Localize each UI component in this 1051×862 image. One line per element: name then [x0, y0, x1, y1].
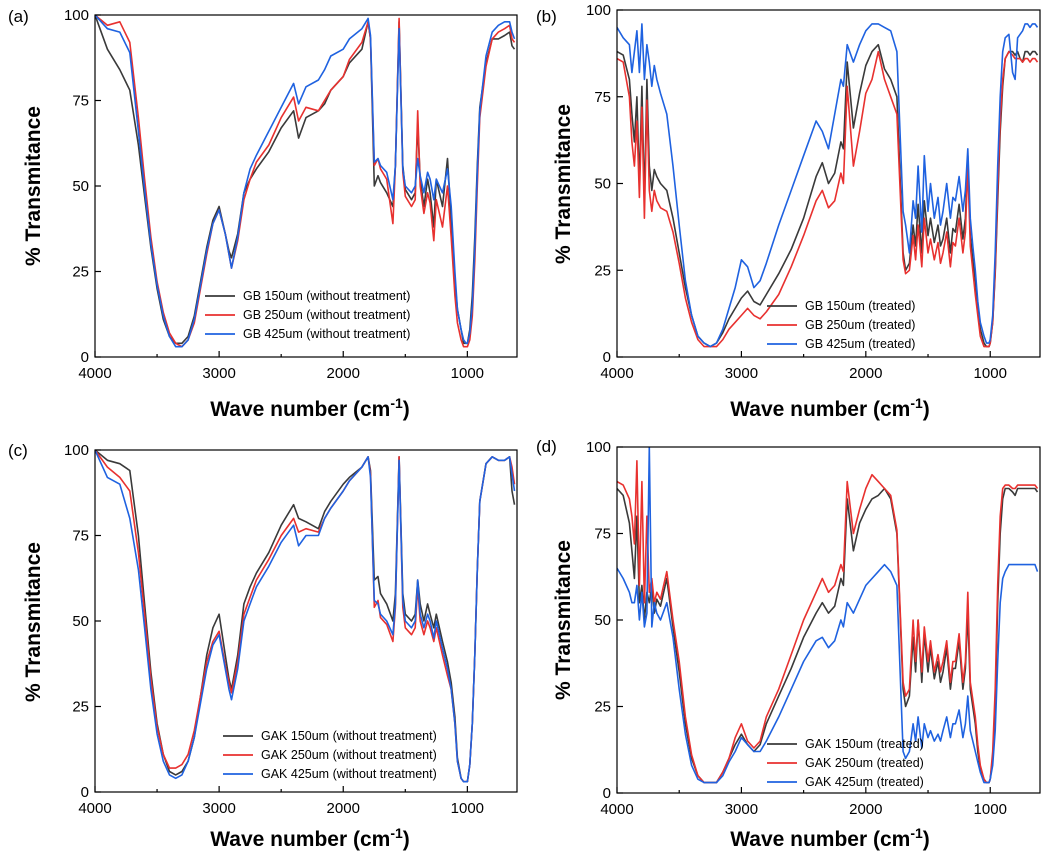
x-tick-label: 1000 — [974, 801, 1007, 818]
series-line-3 — [95, 15, 516, 348]
x-axis-label-close: ) — [923, 828, 930, 851]
x-tick-label: 3000 — [725, 801, 758, 818]
legend: GAK 150um (treated) GAK 250um (treated) GA… — [767, 737, 924, 789]
x-axis-label-sup: -1 — [390, 395, 403, 411]
series-line-3 — [617, 447, 1039, 784]
x-axis-label-main: Wave number (cm — [210, 398, 390, 421]
y-tick-label: 0 — [603, 785, 611, 802]
series-line-3 — [617, 23, 1039, 348]
panel-label: (a) — [8, 7, 29, 26]
legend-label: GAK 425um (without treatment) — [261, 767, 437, 781]
legend-label: GB 150um (without treatment) — [243, 289, 410, 303]
series-line-3 — [95, 450, 516, 783]
x-tick-label: 2000 — [849, 365, 882, 382]
legend-label: GAK 150um (treated) — [805, 737, 924, 751]
x-tick-label: 2000 — [327, 800, 360, 817]
x-axis-label-sup: -1 — [390, 825, 403, 841]
y-tick-label: 50 — [72, 178, 89, 195]
x-axis-label: Wave number (cm-1) — [730, 395, 930, 421]
x-axis-label-main: Wave number (cm — [210, 828, 390, 851]
y-axis-label: % Transmitance — [22, 542, 45, 702]
y-tick-label: 100 — [586, 439, 611, 456]
x-tick-label: 1000 — [451, 800, 484, 817]
x-tick-label: 3000 — [202, 365, 235, 382]
x-tick-label: 4000 — [600, 801, 633, 818]
x-tick-label: 1000 — [451, 365, 484, 382]
series-group — [95, 15, 516, 348]
y-tick-label: 100 — [586, 2, 611, 19]
panel-label: (d) — [536, 437, 557, 456]
y-tick-label: 50 — [594, 612, 611, 629]
x-tick-label: 4000 — [78, 365, 111, 382]
x-axis-label-close: ) — [923, 398, 930, 421]
x-axis-label: Wave number (cm-1) — [210, 395, 410, 421]
legend-label: GB 425um (without treatment) — [243, 327, 410, 341]
x-tick-label: 3000 — [202, 800, 235, 817]
y-tick-label: 25 — [594, 262, 611, 279]
panel-1: (a) 4000 3000 2000 1000 0 25 50 75 100 Wave number… — [8, 7, 518, 421]
x-axis-label-close: ) — [403, 828, 410, 851]
x-axis-label-sup: -1 — [910, 395, 923, 411]
panel-2: (b) 4000 3000 2000 1000 0 25 50 75 100 Wave number… — [536, 2, 1041, 421]
y-tick-label: 25 — [72, 699, 89, 716]
legend-label: GB 150um (treated) — [805, 299, 915, 313]
y-tick-label: 75 — [72, 93, 89, 110]
x-tick-label: 2000 — [327, 365, 360, 382]
x-axis-label: Wave number (cm-1) — [730, 825, 930, 851]
x-tick-label: 1000 — [974, 365, 1007, 382]
y-tick-label: 100 — [64, 7, 89, 24]
x-axis-label-main: Wave number (cm — [730, 828, 910, 851]
y-tick-label: 100 — [64, 442, 89, 459]
legend: GAK 150um (without treatment) GAK 250um (… — [223, 729, 437, 781]
legend: GB 150um (treated) GB 250um (treated) GB 4… — [767, 299, 915, 351]
series-group — [95, 450, 516, 783]
y-tick-label: 50 — [72, 613, 89, 630]
series-group — [617, 447, 1039, 784]
x-tick-label: 4000 — [600, 365, 633, 382]
y-tick-label: 0 — [81, 349, 89, 366]
y-tick-label: 0 — [81, 784, 89, 801]
plot-frame — [94, 14, 518, 358]
x-axis-label-sup: -1 — [910, 825, 923, 841]
legend-label: GAK 150um (without treatment) — [261, 729, 437, 743]
legend-label: GAK 250um (treated) — [805, 756, 924, 770]
x-tick-label: 4000 — [78, 800, 111, 817]
legend-label: GB 250um (without treatment) — [243, 308, 410, 322]
x-axis-label-close: ) — [403, 398, 410, 421]
x-axis-label-main: Wave number (cm — [730, 398, 910, 421]
panel-4: (d) 4000 3000 2000 1000 0 25 50 75 100 Wave number… — [536, 437, 1041, 851]
legend-label: GB 425um (treated) — [805, 337, 915, 351]
y-axis-label: % Transmitance — [552, 540, 575, 700]
legend-label: GAK 425um (treated) — [805, 775, 924, 789]
y-tick-label: 75 — [72, 528, 89, 545]
y-tick-label: 25 — [72, 264, 89, 281]
panel-label: (c) — [8, 441, 28, 460]
series-group — [617, 23, 1039, 348]
x-tick-label: 2000 — [849, 801, 882, 818]
legend-label: GB 250um (treated) — [805, 318, 915, 332]
y-tick-label: 50 — [594, 176, 611, 193]
x-tick-label: 3000 — [725, 365, 758, 382]
x-axis-label: Wave number (cm-1) — [210, 825, 410, 851]
panel-3: (c) 4000 3000 2000 1000 0 25 50 75 100 Wave number… — [8, 441, 518, 851]
legend-label: GAK 250um (without treatment) — [261, 748, 437, 762]
legend: GB 150um (without treatment) GB 250um (wi… — [205, 289, 410, 341]
y-tick-label: 25 — [594, 699, 611, 716]
series-line-2 — [617, 460, 1039, 784]
panel-label: (b) — [536, 7, 557, 26]
y-axis-label: % Transmitance — [552, 104, 575, 264]
y-tick-label: 0 — [603, 349, 611, 366]
y-axis-label: % Transmitance — [22, 106, 45, 266]
y-tick-label: 75 — [594, 526, 611, 543]
y-tick-label: 75 — [594, 89, 611, 106]
